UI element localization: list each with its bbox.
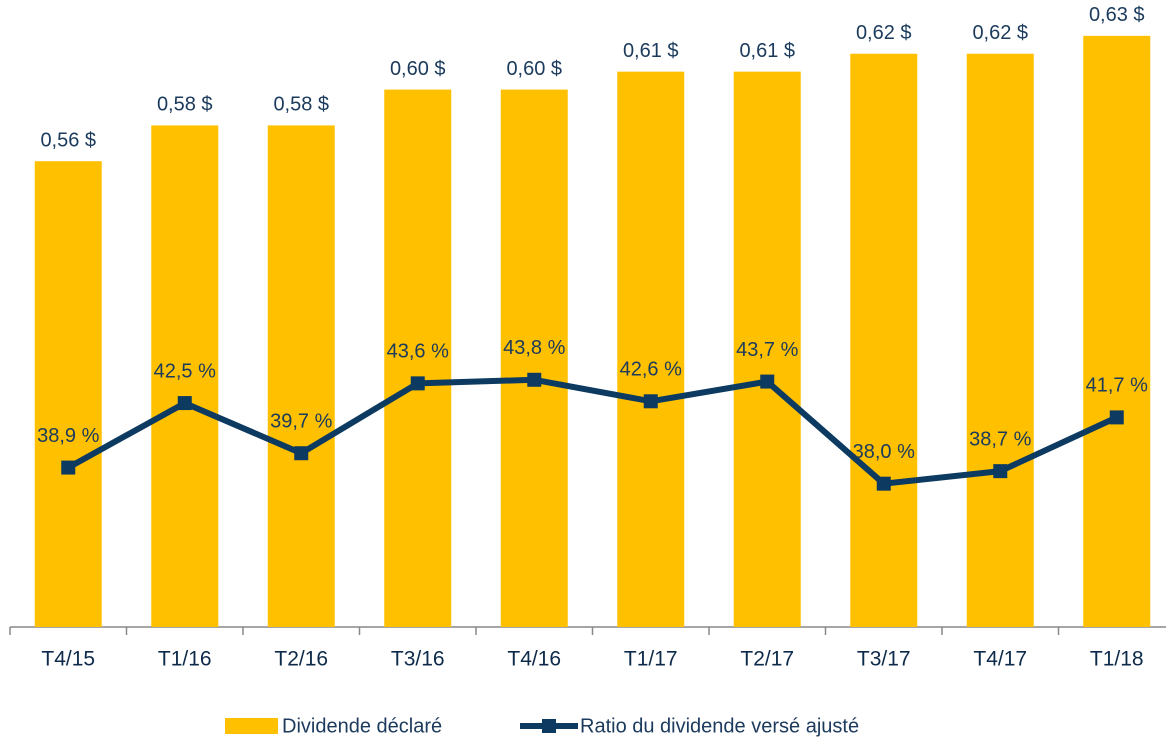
x-tick-label: T1/17 (624, 648, 678, 671)
line (66, 376, 1119, 487)
bar (500, 89, 568, 628)
x-tick-label: T2/17 (740, 648, 794, 671)
bar-label: 0,62 $ (856, 22, 912, 44)
bar (966, 53, 1034, 627)
x-tick-label: T3/16 (391, 648, 445, 671)
bar-label: 0,61 $ (739, 40, 795, 62)
bar (384, 89, 452, 628)
bar (617, 71, 685, 627)
x-tick-label: T3/17 (857, 648, 911, 671)
bar-label: 0,56 $ (40, 130, 96, 152)
line-marker (760, 374, 775, 389)
bar-label: 0,63 $ (1089, 4, 1145, 26)
bar-label: 0,58 $ (157, 94, 213, 116)
line-marker (61, 460, 76, 475)
bar (1083, 35, 1151, 628)
x-tick-label: T4/16 (507, 648, 561, 671)
line-label: 43,7 % (736, 339, 798, 361)
bar (850, 53, 918, 627)
bar-label: 0,60 $ (390, 58, 446, 80)
bar (151, 125, 219, 628)
line-label: 38,9 % (37, 425, 99, 447)
line-label: 38,7 % (969, 428, 1031, 450)
x-tick-label: T2/16 (274, 648, 328, 671)
legend-swatch-marker (542, 719, 556, 733)
line-label: 43,6 % (387, 341, 449, 363)
x-tick-label: T1/18 (1090, 648, 1144, 671)
line-label: 39,7 % (270, 411, 332, 433)
line-marker (410, 376, 425, 391)
bar (34, 161, 102, 627)
x-tick-label: T4/15 (41, 648, 95, 671)
line-label: 41,7 % (1086, 375, 1148, 397)
line-marker (993, 464, 1008, 479)
line-marker (527, 372, 542, 387)
line-marker (177, 396, 192, 411)
x-tick-label: T4/17 (973, 648, 1027, 671)
line-label: 42,5 % (154, 360, 216, 382)
bar-label: 0,58 $ (273, 94, 329, 116)
legend-swatch (225, 718, 278, 734)
line-marker (294, 446, 309, 461)
line-marker (876, 476, 891, 491)
line-label: 42,6 % (620, 359, 682, 381)
line-marker (643, 394, 658, 409)
line-label: 43,8 % (503, 337, 565, 359)
line-label: 38,0 % (853, 441, 915, 463)
legend-label: Ratio du dividende versé ajusté (580, 715, 859, 737)
bar-label: 0,61 $ (623, 40, 679, 62)
x-tick-label: T1/16 (158, 648, 212, 671)
bar-label: 0,62 $ (972, 22, 1028, 44)
line-marker (1109, 410, 1124, 425)
bar (267, 125, 335, 628)
bar-label: 0,60 $ (506, 58, 562, 80)
legend-label: Dividende déclaré (282, 715, 442, 737)
bar (733, 71, 801, 627)
